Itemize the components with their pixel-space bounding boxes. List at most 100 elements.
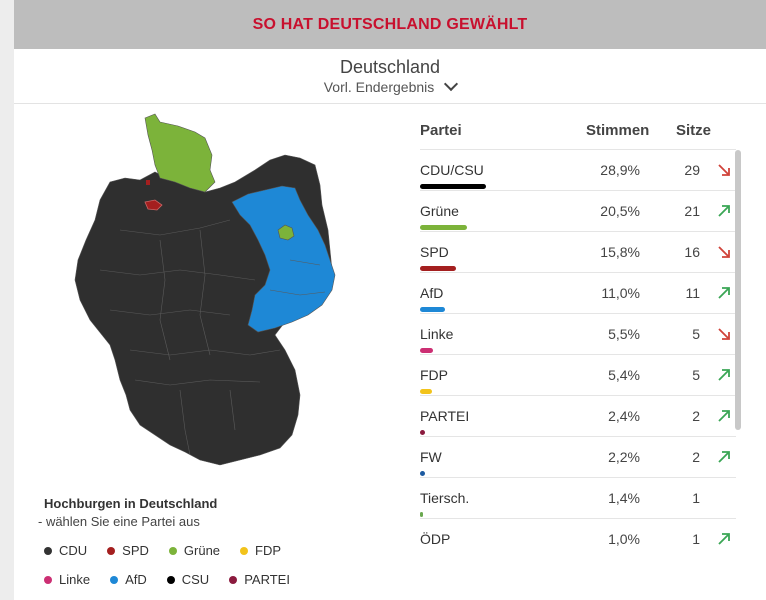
legend-item-partei[interactable]: PARTEI xyxy=(229,572,290,587)
party-name: FDP xyxy=(420,367,448,383)
results-table-header: Partei Stimmen Sitze xyxy=(420,118,740,144)
table-row[interactable]: SPD 15,8% 16 xyxy=(420,231,736,272)
party-votes: 1,0% xyxy=(608,531,640,547)
legend-dot-linke xyxy=(44,575,52,584)
party-seats: 11 xyxy=(685,285,700,301)
table-row[interactable]: ÖDP 1,0% 1 xyxy=(420,518,736,549)
header-sitze[interactable]: Sitze xyxy=(676,122,712,139)
trend-up-icon xyxy=(716,408,732,424)
party-share-bar xyxy=(420,430,425,435)
table-row[interactable]: AfD 11,0% 11 xyxy=(420,272,736,313)
trend-up-icon xyxy=(716,203,732,219)
party-votes: 1,4% xyxy=(608,490,640,506)
party-share-bar xyxy=(420,225,467,230)
legend-dot-fdp xyxy=(240,546,249,555)
trend-up-icon xyxy=(716,449,732,465)
banner-title: SO HAT DEUTSCHLAND GEWÄHLT xyxy=(252,15,528,33)
trend-up-icon xyxy=(716,285,732,301)
party-name: Tiersch. xyxy=(420,490,470,506)
map-bremen[interactable] xyxy=(144,199,163,211)
table-row[interactable]: CDU/CSU 28,9% 29 xyxy=(420,149,736,190)
party-votes: 15,8% xyxy=(600,244,640,260)
region-dropdown[interactable]: Vorl. Endergebnis xyxy=(14,76,766,95)
trend-down-icon xyxy=(716,326,732,342)
trend-up-icon xyxy=(716,367,732,383)
germany-map[interactable] xyxy=(60,110,350,480)
table-row[interactable]: Linke 5,5% 5 xyxy=(420,313,736,354)
table-row[interactable]: FDP 5,4% 5 xyxy=(420,354,736,395)
legend-label: CSU xyxy=(181,572,210,587)
legend-label: CDU xyxy=(59,543,88,558)
table-row[interactable]: FW 2,2% 2 xyxy=(420,436,736,477)
hochburgen-subtitle: - wählen Sie eine Partei aus xyxy=(38,514,200,529)
party-name: FW xyxy=(420,449,442,465)
map-schleswig-holstein[interactable] xyxy=(144,113,216,193)
legend-label: AfD xyxy=(125,572,147,587)
legend-item-spd[interactable]: SPD xyxy=(107,543,149,558)
party-votes: 11,0% xyxy=(601,285,640,301)
party-share-bar xyxy=(420,184,486,189)
party-seats: 29 xyxy=(684,162,700,178)
left-gutter xyxy=(0,0,14,600)
legend-dot-csu xyxy=(166,575,175,584)
legend-label: Linke xyxy=(59,572,91,587)
chevron-down-icon[interactable] xyxy=(444,76,459,92)
header-partei: Partei xyxy=(420,122,462,139)
party-seats: 5 xyxy=(692,367,700,383)
party-name: Grüne xyxy=(420,203,459,219)
map-eastern-states[interactable] xyxy=(231,185,336,333)
party-votes: 2,2% xyxy=(608,449,640,465)
banner: SO HAT DEUTSCHLAND GEWÄHLT xyxy=(14,0,766,49)
map-bremerhaven[interactable] xyxy=(146,180,150,185)
party-seats: 21 xyxy=(684,203,700,219)
legend-dot-spd xyxy=(107,546,116,555)
party-name: ÖDP xyxy=(420,531,451,547)
party-votes: 2,4% xyxy=(608,408,640,424)
table-row[interactable]: PARTEI 2,4% 2 xyxy=(420,395,736,436)
region-title: Deutschland xyxy=(339,57,441,77)
legend-label: FDP xyxy=(255,543,282,558)
map-boundaries xyxy=(99,219,326,456)
legend-dot-cdu xyxy=(44,546,52,555)
party-share-bar xyxy=(420,389,432,394)
party-seats: 2 xyxy=(692,449,700,465)
party-name: CDU/CSU xyxy=(420,162,484,178)
results-table-body: CDU/CSU 28,9% 29 Grüne 20,5% 21 SPD 15,8% 16 AfD 1… xyxy=(420,149,736,549)
hochburgen-title: Hochburgen in Deutschland xyxy=(44,496,218,511)
party-seats: 16 xyxy=(684,244,700,260)
legend-item-afd[interactable]: AfD xyxy=(110,572,147,587)
party-share-bar xyxy=(420,348,433,353)
table-row[interactable]: Grüne 20,5% 21 xyxy=(420,190,736,231)
party-share-bar xyxy=(420,307,445,312)
legend-item-cdu[interactable]: CDU xyxy=(44,543,87,558)
map-berlin[interactable] xyxy=(277,224,295,241)
legend-row-2: Linke AfD CSU PARTEI xyxy=(44,572,310,587)
legend-item-fdp[interactable]: FDP xyxy=(240,543,281,558)
party-seats: 1 xyxy=(692,531,700,547)
party-votes: 5,5% xyxy=(608,326,640,342)
party-votes: 5,4% xyxy=(608,367,640,383)
trend-up-icon xyxy=(716,531,732,547)
trend-down-icon xyxy=(716,162,732,178)
legend-label: SPD xyxy=(122,543,149,558)
party-seats: 1 xyxy=(692,490,700,506)
party-name: SPD xyxy=(420,244,449,260)
table-row[interactable]: Tiersch. 1,4% 1 xyxy=(420,477,736,518)
header-stimmen[interactable]: Stimmen xyxy=(586,122,650,139)
party-share-bar xyxy=(420,266,456,271)
legend-item-csu[interactable]: CSU xyxy=(166,572,210,587)
legend-row-1: CDU SPD Grüne FDP xyxy=(44,543,301,558)
region-subtitle: Vorl. Endergebnis xyxy=(323,79,435,95)
legend-dot-partei xyxy=(229,575,238,584)
region-header: Deutschland Vorl. Endergebnis xyxy=(14,49,766,104)
party-share-bar xyxy=(420,512,423,517)
party-share-bar xyxy=(420,471,425,476)
trend-down-icon xyxy=(716,244,732,260)
legend-label: Grüne xyxy=(183,543,221,558)
party-votes: 28,9% xyxy=(600,162,640,178)
legend-dot-gruene xyxy=(168,546,177,555)
legend-item-gruene[interactable]: Grüne xyxy=(168,543,221,558)
legend-item-linke[interactable]: Linke xyxy=(44,572,90,587)
party-name: Linke xyxy=(420,326,454,342)
scrollbar[interactable] xyxy=(735,150,741,430)
